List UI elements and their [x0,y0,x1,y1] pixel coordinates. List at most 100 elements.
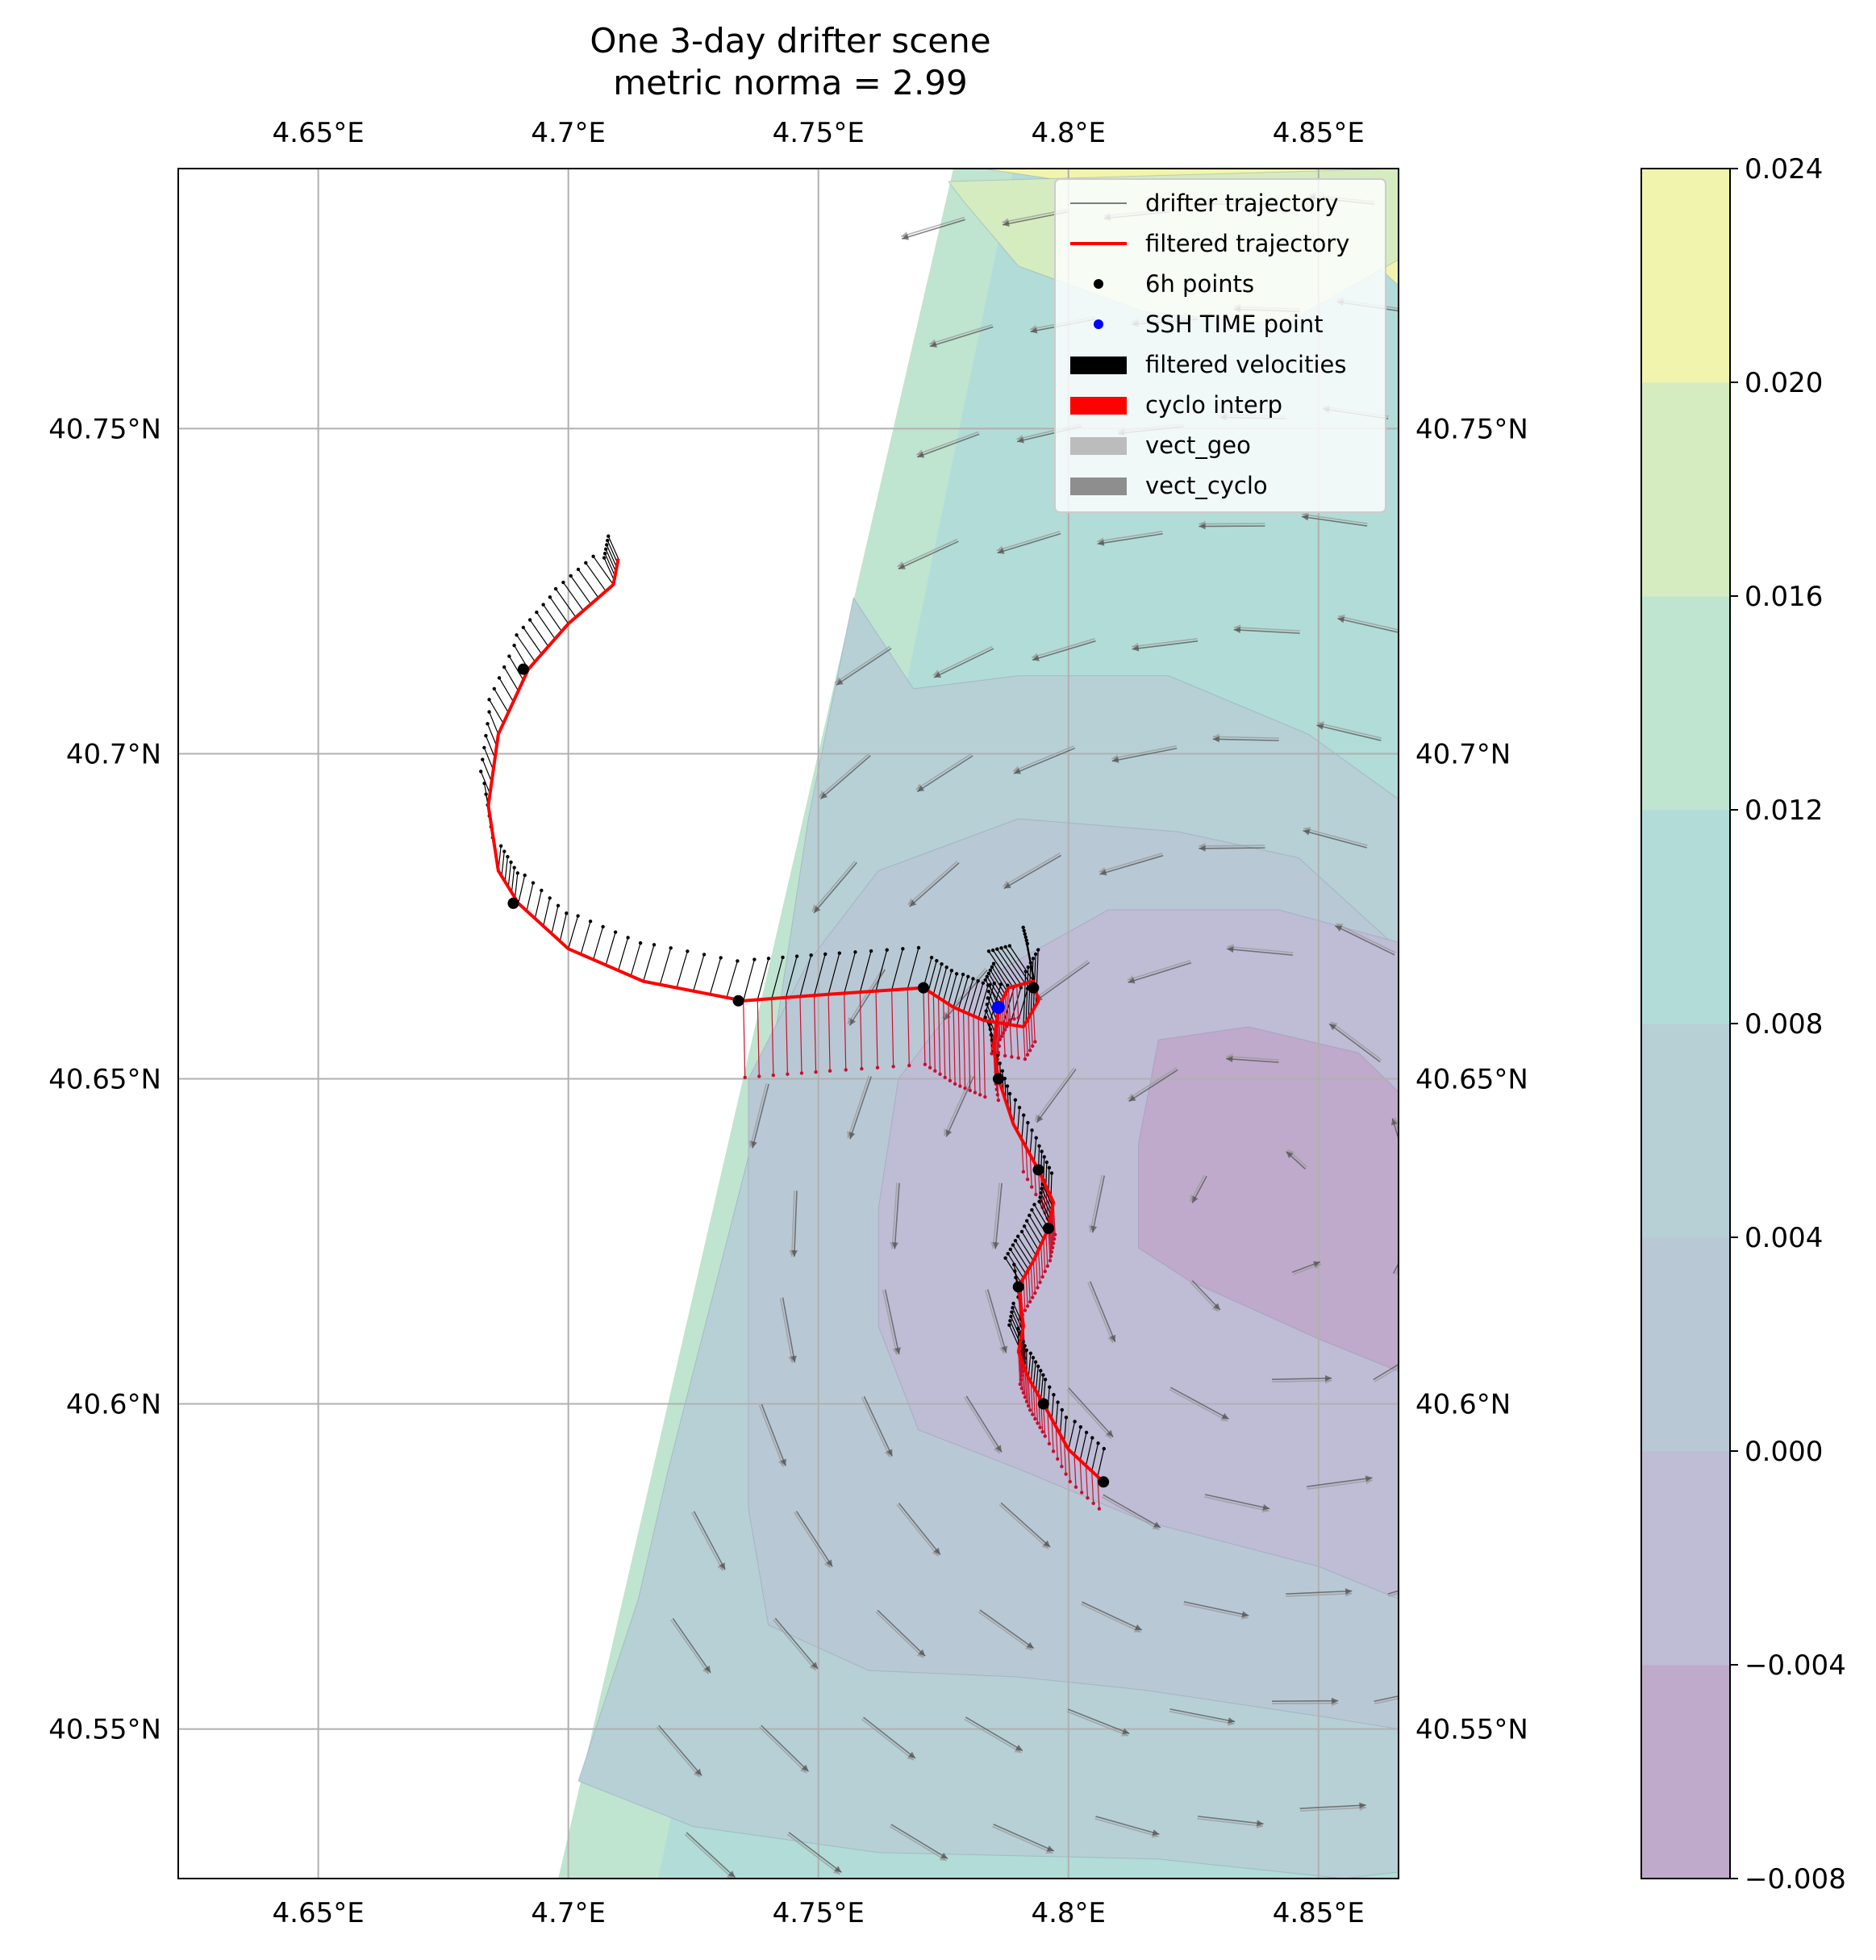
vect-cyclo [890,1824,948,1860]
filtered-velocity-head [1040,1186,1044,1191]
filtered-velocity-head [794,954,799,958]
filtered-velocity-head [1022,1224,1027,1228]
vect-geo [896,1504,940,1557]
vect-cyclo [1301,515,1368,527]
vect-cyclo [1272,1377,1332,1380]
filtered-velocity [978,985,989,1019]
vect-geo [1272,1379,1332,1382]
cyclo-interp-arrow [1009,1024,1013,1057]
cyclo-interp-head [1031,1412,1035,1416]
vect-geo [847,1075,870,1139]
vect-cyclo-head [1423,1345,1430,1352]
cyclo-interp-head [938,1072,942,1076]
vect-cyclo-head [1111,757,1119,763]
vect-cyclo-head [791,1249,798,1257]
cyclo-interp-head [1001,1031,1006,1035]
cyclo-interp-head [1033,1040,1037,1044]
six-hour-point [917,982,929,994]
vect-geo [758,1404,785,1467]
filtered-velocity-head [1011,1301,1015,1306]
vect-geo [1169,1711,1235,1725]
filtered-velocity [1085,1437,1093,1466]
vect-cyclo [944,969,988,1021]
vect-geo [1302,513,1368,524]
filtered-velocity-head [940,962,944,966]
vect-cyclo [788,1832,842,1874]
cyclo-interp-head [1060,1464,1064,1469]
filtered-velocity-head [1042,1155,1046,1159]
filtered-velocity-head [540,888,544,893]
filtered-velocity [1021,1115,1024,1140]
vect-cyclo [993,1824,1055,1852]
vect-cyclo [1199,847,1265,849]
vect-cyclo [1402,1795,1466,1809]
vect-cyclo-head [898,563,906,569]
vect-cyclo [1286,1590,1353,1595]
filtered-velocity-head [1011,1243,1015,1247]
vect-cyclo-head [1043,1540,1051,1548]
cyclo-interp-arrow [1021,1360,1024,1393]
filtered-velocity-head [1040,1149,1044,1153]
vect-cyclo-head [1365,1475,1373,1483]
vect-cyclo-head [1316,724,1324,730]
vect-geo [749,1082,767,1148]
filtered-velocity [785,956,798,998]
filtered-velocity-head [809,953,813,957]
filtered-velocity-head [502,849,507,853]
cyclo-interp-head [1086,1495,1090,1500]
filtered-velocity [514,873,519,899]
vect-geo [691,1512,724,1571]
filtered-velocity-head [602,556,607,560]
vect-cyclo [686,1832,736,1879]
vect-cyclo-head [1233,627,1241,634]
trajectory-layer [479,534,1110,1511]
filtered-velocity-head [606,538,610,543]
vect-cyclo [1204,1494,1270,1510]
vect-geo [779,1298,794,1363]
vect-cyclo [1226,1057,1279,1063]
filtered-velocity-head [985,1003,989,1007]
filtered-velocity [494,688,509,713]
cyclo-interp-head [1091,1501,1095,1506]
cyclo-interp-head [978,1093,982,1097]
cyclo-interp-arrow [1032,1387,1036,1420]
vect-geo [1097,531,1163,543]
vect-geo [915,431,979,456]
cyclo-interp-arrow [1023,1365,1026,1398]
filtered-velocity [1045,1161,1048,1186]
filtered-velocity-head [1007,1091,1012,1096]
cyclo-interp-head [933,1069,937,1073]
vect-cyclo [1067,1708,1130,1734]
filtered-velocity-head [1073,1420,1077,1424]
filtered-velocity-head [479,769,483,774]
vect-cyclo [916,755,973,793]
vect-cyclo-head [826,1559,833,1567]
filtered-velocity-head [999,946,1003,950]
filtered-velocity-head [987,982,992,987]
colorbar-tick-label: 0.020 [1745,367,1823,399]
vect-cyclo-head [836,678,844,686]
filtered-velocity-head [541,603,545,607]
vect-cyclo-head [1460,1793,1467,1799]
vect-cyclo-head [1390,1118,1398,1126]
filtered-velocity-head [506,855,510,859]
filtered-velocity-head [1024,1348,1028,1353]
cyclo-interp-arrow [1055,1426,1058,1459]
filtered-velocity [1009,987,1022,1025]
cyclo-interp-head [799,1071,804,1075]
filtered-velocity [501,851,505,877]
filtered-velocity [618,937,629,971]
y-tick-label-right: 40.75°N [1415,413,1528,445]
vect-geo-head [1461,1460,1469,1466]
vect-cyclo [761,1403,786,1466]
cyclo-interp-head [743,1075,747,1079]
filtered-velocity-head [1030,1128,1034,1132]
filtered-velocity [709,957,722,995]
vect-cyclo [774,1617,819,1670]
cyclo-interp-head [1030,1185,1034,1189]
cyclo-interp-head [1080,1491,1084,1495]
vect-cyclo-head [1411,1228,1417,1236]
filtered-velocity [1040,1197,1051,1220]
filtered-velocity-head [986,949,991,953]
filtered-velocity-head [990,965,994,969]
